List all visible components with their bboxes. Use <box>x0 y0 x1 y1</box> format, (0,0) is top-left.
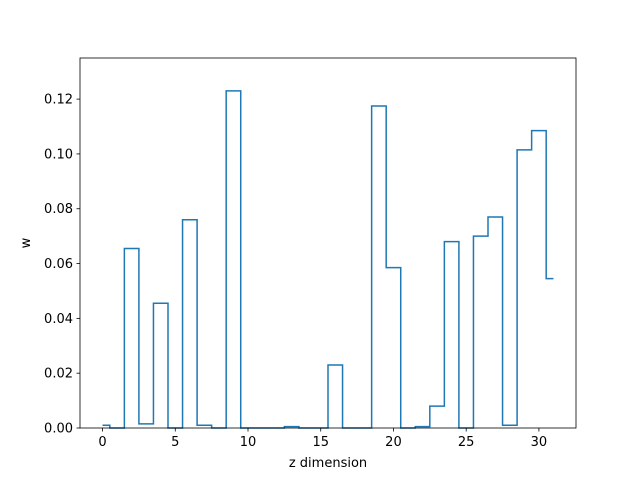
y-axis-label: w <box>19 237 34 248</box>
ticks: 0 5 10 15 20 25 30 0.00 0.02 0.04 0.06 0.08 0.10 0.12 <box>44 93 547 450</box>
x-axis-label: z dimension <box>289 456 367 471</box>
y-tick-label: 0.06 <box>44 257 73 272</box>
y-tick-label: 0.12 <box>44 93 73 108</box>
y-tick-label: 0.02 <box>44 367 73 382</box>
x-tick-label: 5 <box>171 435 179 450</box>
x-tick-label: 10 <box>240 435 257 450</box>
series-line <box>102 90 554 429</box>
y-tick-label: 0.00 <box>44 422 73 437</box>
y-tick-label: 0.10 <box>44 147 73 162</box>
x-tick-label: 30 <box>531 435 548 450</box>
series-layer <box>102 90 554 429</box>
x-tick-label: 0 <box>98 435 106 450</box>
y-tick-label: 0.08 <box>44 202 73 217</box>
y-tick-label: 0.04 <box>44 312 73 327</box>
x-tick-label: 25 <box>458 435 475 450</box>
x-tick-label: 15 <box>312 435 329 450</box>
x-tick-label: 20 <box>385 435 402 450</box>
plot-frame <box>79 57 577 429</box>
axes <box>79 57 577 429</box>
